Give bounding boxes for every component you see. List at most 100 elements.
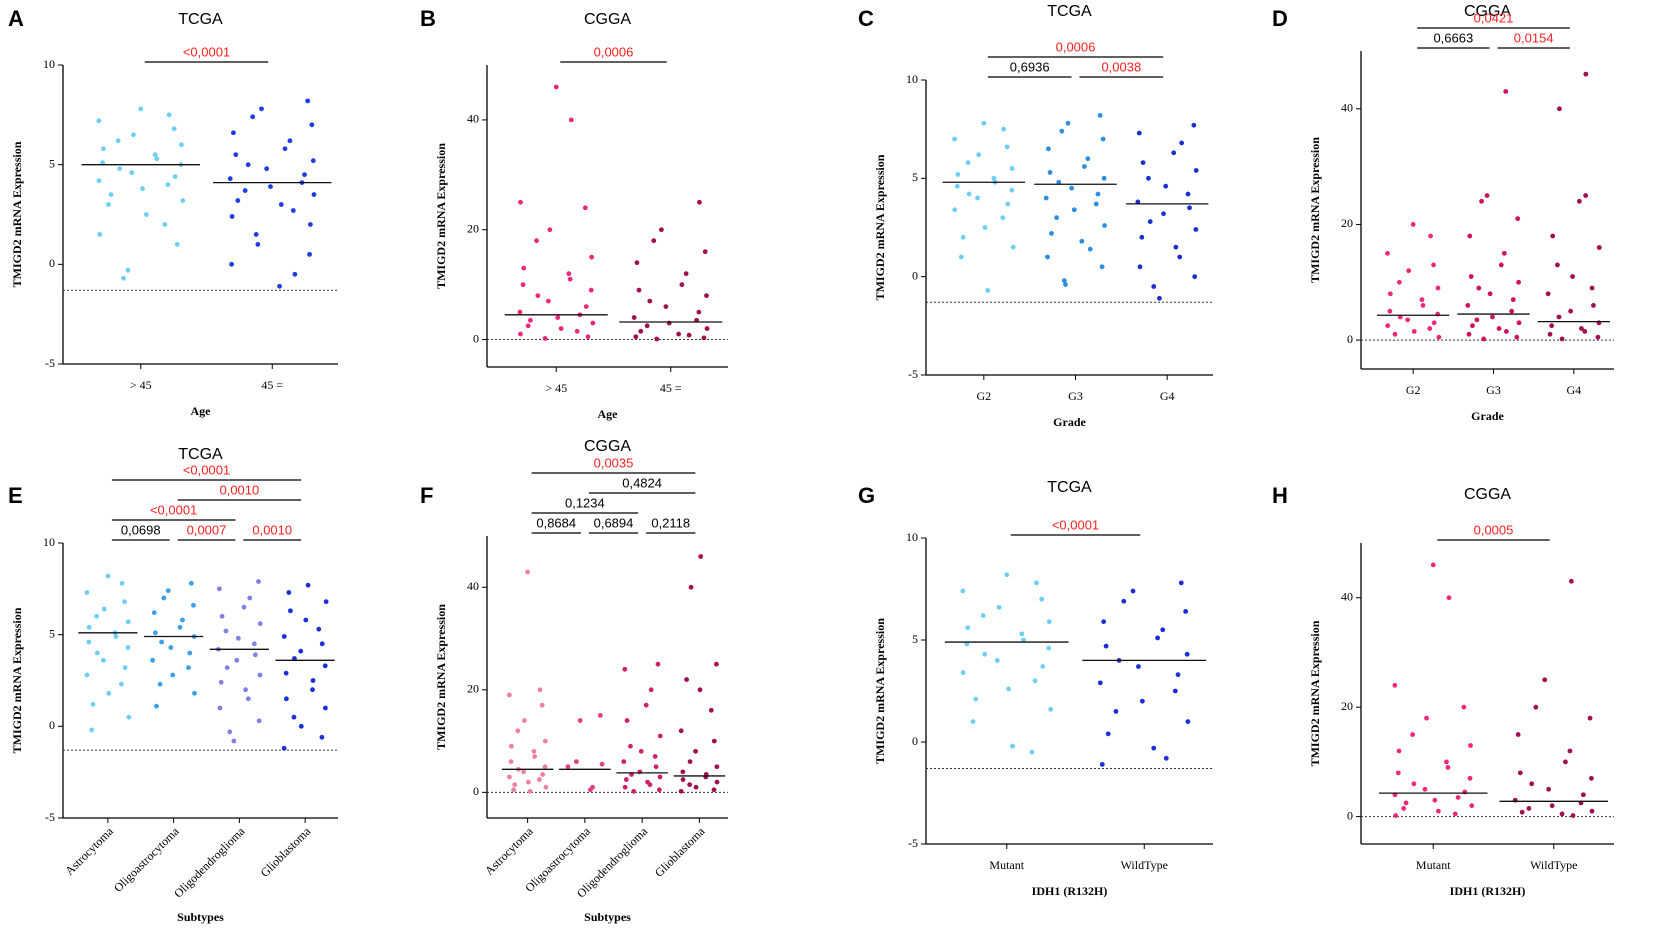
p-value: <0,0001	[150, 502, 197, 517]
data-point	[1387, 291, 1393, 297]
data-point	[511, 787, 516, 793]
data-point	[996, 604, 1002, 610]
x-tick-label: WildType	[1121, 858, 1168, 872]
data-point	[1474, 317, 1480, 323]
y-tick-label: 0	[912, 268, 918, 282]
data-point	[1105, 731, 1111, 737]
data-point	[218, 679, 224, 685]
x-axis-label: Age	[191, 404, 212, 418]
data-point	[960, 588, 966, 594]
data-point	[693, 784, 699, 790]
data-point	[687, 759, 693, 764]
data-point	[1163, 183, 1169, 189]
data-point	[994, 658, 1000, 663]
data-point	[952, 136, 958, 142]
data-point	[86, 639, 92, 645]
data-point	[159, 639, 164, 645]
data-point	[117, 166, 123, 172]
data-point	[1010, 743, 1016, 749]
data-point	[680, 769, 686, 775]
data-point	[1054, 215, 1060, 221]
data-point	[1099, 762, 1105, 767]
data-point	[1155, 635, 1160, 641]
data-point	[985, 288, 991, 293]
x-axis-label: Age	[598, 407, 619, 421]
data-point	[539, 702, 545, 708]
data-point	[597, 713, 603, 718]
data-point	[588, 787, 593, 793]
data-point	[121, 275, 126, 281]
data-point	[216, 586, 222, 592]
p-value: 0,0006	[1056, 39, 1096, 54]
panel-letter: A	[8, 6, 24, 31]
data-point	[1533, 704, 1539, 710]
data-point	[1193, 168, 1199, 173]
data-point	[1567, 748, 1573, 754]
data-point	[537, 777, 542, 782]
data-point	[506, 692, 512, 698]
data-point	[1151, 284, 1157, 289]
data-point	[1137, 264, 1143, 270]
data-point	[245, 162, 251, 168]
data-point	[508, 759, 514, 764]
data-point	[89, 727, 95, 733]
data-point	[223, 628, 229, 634]
data-point	[1392, 331, 1398, 337]
data-point	[161, 595, 167, 601]
data-point	[180, 617, 185, 623]
data-point	[256, 579, 261, 584]
y-tick-label: -5	[45, 810, 55, 824]
data-point	[298, 723, 304, 729]
data-point	[1467, 775, 1473, 781]
data-point	[234, 657, 240, 663]
data-point	[105, 573, 111, 579]
data-point	[282, 146, 288, 152]
data-point	[982, 651, 988, 657]
data-point	[1093, 201, 1099, 207]
data-point	[188, 580, 194, 586]
data-point	[515, 728, 521, 734]
data-point	[577, 718, 583, 723]
data-point	[1385, 250, 1390, 256]
data-point	[86, 624, 92, 630]
data-point	[964, 641, 970, 647]
data-point	[277, 283, 282, 289]
x-tick-label: Astrocytoma	[482, 824, 536, 878]
data-point	[1557, 106, 1562, 112]
p-value: 0,0421	[1474, 10, 1514, 25]
data-point	[1021, 637, 1026, 643]
data-point	[281, 745, 287, 751]
data-point	[1135, 199, 1141, 205]
panel-letter: G	[858, 483, 875, 508]
data-point	[1410, 732, 1415, 737]
data-point	[1427, 326, 1433, 331]
p-value: <0,0001	[183, 462, 230, 477]
data-point	[701, 335, 707, 341]
data-point	[298, 648, 304, 654]
data-point	[1509, 308, 1515, 314]
panel-title: TCGA	[1047, 3, 1092, 20]
data-point	[152, 152, 158, 158]
data-point	[113, 634, 119, 639]
panel-title: CGGA	[584, 11, 631, 28]
data-point	[253, 652, 258, 658]
panel-letter: B	[420, 6, 436, 31]
data-point	[1405, 317, 1411, 323]
data-point	[323, 599, 329, 605]
data-point	[683, 271, 689, 277]
data-point	[1161, 211, 1166, 217]
data-point	[658, 227, 664, 233]
data-point	[585, 334, 591, 340]
data-point	[1187, 205, 1192, 211]
data-point	[233, 152, 239, 158]
data-point	[520, 282, 526, 288]
data-point	[243, 687, 248, 693]
data-point	[84, 672, 90, 678]
y-tick-label: -5	[908, 836, 918, 850]
x-axis-label: IDH1 (R132H)	[1032, 884, 1108, 898]
panel-title: CGGA	[1464, 3, 1511, 20]
p-value: 0,6936	[1010, 59, 1050, 74]
data-point	[319, 641, 325, 647]
data-point	[1136, 664, 1141, 669]
panel-letter: F	[420, 483, 433, 508]
